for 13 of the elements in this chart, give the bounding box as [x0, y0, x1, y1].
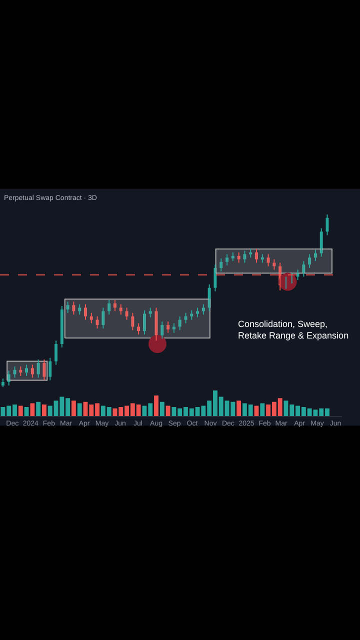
bar: [24, 407, 29, 416]
bar: [18, 406, 23, 416]
bar: [260, 403, 265, 416]
bar: [166, 406, 170, 416]
bar: [36, 402, 41, 416]
annotation: Consolidation, Sweep, Retake Range & Expansion: [238, 319, 349, 341]
bar: [42, 404, 46, 416]
bar: [160, 402, 164, 416]
bar: [77, 403, 82, 416]
bar: [30, 403, 35, 416]
bar: [72, 400, 76, 416]
bar: [154, 396, 158, 416]
bar: [236, 400, 242, 416]
